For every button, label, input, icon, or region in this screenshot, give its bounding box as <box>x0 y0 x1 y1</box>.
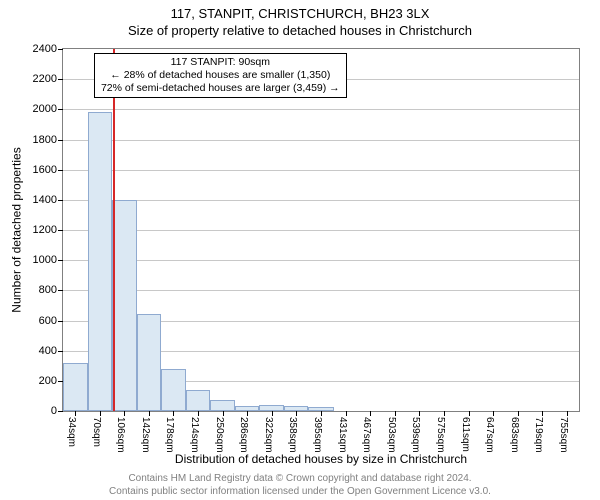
x-tick <box>149 411 150 416</box>
x-tick <box>272 411 273 416</box>
histogram-bar <box>88 112 113 411</box>
x-tick <box>444 411 445 416</box>
histogram-bar <box>137 314 162 411</box>
y-tick-label: 1800 <box>33 134 57 146</box>
histogram-plot: 117 STANPIT: 90sqm ← 28% of detached hou… <box>62 48 580 412</box>
x-tick <box>493 411 494 416</box>
y-tick-label: 2000 <box>33 103 57 115</box>
legend-line1: 117 STANPIT: 90sqm <box>101 56 340 69</box>
x-tick <box>100 411 101 416</box>
gridline <box>63 140 579 141</box>
x-tick-label: 106sqm <box>115 417 126 453</box>
x-tick-label: 286sqm <box>238 417 249 453</box>
x-tick-label: 647sqm <box>484 417 495 453</box>
y-tick <box>58 170 63 171</box>
legend-line2: ← 28% of detached houses are smaller (1,… <box>101 69 340 82</box>
gridline <box>63 109 579 110</box>
x-tick <box>247 411 248 416</box>
x-tick-label: 395sqm <box>312 417 323 453</box>
x-tick-label: 142sqm <box>140 417 151 453</box>
legend-line3: 72% of semi-detached houses are larger (… <box>101 82 340 95</box>
gridline <box>63 230 579 231</box>
y-tick-label: 1200 <box>33 224 57 236</box>
footer-line2: Contains public sector information licen… <box>0 486 600 499</box>
gridline <box>63 170 579 171</box>
x-tick <box>296 411 297 416</box>
x-tick-label: 719sqm <box>533 417 544 453</box>
x-tick-label: 178sqm <box>164 417 175 453</box>
x-tick <box>223 411 224 416</box>
x-tick-label: 575sqm <box>435 417 446 453</box>
x-tick <box>75 411 76 416</box>
histogram-bar <box>63 363 88 411</box>
gridline <box>63 200 579 201</box>
y-tick-label: 1600 <box>33 164 57 176</box>
y-tick-label: 600 <box>39 315 57 327</box>
gridline <box>63 260 579 261</box>
y-axis-title-container: Number of detached properties <box>10 48 24 412</box>
y-tick <box>58 230 63 231</box>
y-axis-title: Number of detached properties <box>10 147 24 312</box>
y-tick-label: 200 <box>39 375 57 387</box>
x-tick <box>321 411 322 416</box>
histogram-bar <box>186 390 211 411</box>
x-tick-label: 611sqm <box>460 417 471 452</box>
x-tick <box>469 411 470 416</box>
y-tick-label: 2200 <box>33 73 57 85</box>
y-tick <box>58 200 63 201</box>
property-marker-line <box>113 49 115 411</box>
histogram-bar <box>112 200 137 411</box>
x-tick-label: 70sqm <box>91 417 102 447</box>
x-axis-title: Distribution of detached houses by size … <box>62 452 580 466</box>
y-tick-label: 1400 <box>33 194 57 206</box>
y-tick-label: 2400 <box>33 43 57 55</box>
histogram-bar <box>161 369 186 411</box>
y-tick-label: 800 <box>39 284 57 296</box>
x-tick <box>518 411 519 416</box>
x-tick <box>370 411 371 416</box>
x-tick-label: 34sqm <box>66 417 77 447</box>
address-title: 117, STANPIT, CHRISTCHURCH, BH23 3LX <box>0 0 600 21</box>
gridline <box>63 290 579 291</box>
y-tick <box>58 109 63 110</box>
histogram-bar <box>210 400 235 411</box>
footer-attribution: Contains HM Land Registry data © Crown c… <box>0 473 600 498</box>
x-tick-label: 755sqm <box>558 417 569 453</box>
x-tick-label: 214sqm <box>189 417 200 453</box>
y-tick <box>58 351 63 352</box>
x-tick <box>395 411 396 416</box>
x-tick-label: 503sqm <box>386 417 397 453</box>
y-tick-label: 400 <box>39 345 57 357</box>
y-tick <box>58 321 63 322</box>
y-tick <box>58 140 63 141</box>
x-tick-label: 358sqm <box>287 417 298 453</box>
y-tick <box>58 260 63 261</box>
y-tick <box>58 290 63 291</box>
y-tick <box>58 49 63 50</box>
x-tick <box>198 411 199 416</box>
x-tick <box>173 411 174 416</box>
x-tick <box>124 411 125 416</box>
x-tick <box>567 411 568 416</box>
footer-line1: Contains HM Land Registry data © Crown c… <box>0 473 600 486</box>
y-tick-label: 0 <box>51 405 57 417</box>
y-tick <box>58 411 63 412</box>
x-tick-label: 467sqm <box>361 417 372 453</box>
y-tick <box>58 79 63 80</box>
x-tick-label: 539sqm <box>410 417 421 453</box>
chart-title: Size of property relative to detached ho… <box>0 21 600 40</box>
x-tick-label: 322sqm <box>263 417 274 453</box>
x-tick-label: 683sqm <box>509 417 520 453</box>
x-tick-label: 250sqm <box>214 417 225 453</box>
x-tick <box>346 411 347 416</box>
legend-box: 117 STANPIT: 90sqm ← 28% of detached hou… <box>94 53 347 98</box>
x-tick <box>542 411 543 416</box>
x-tick <box>419 411 420 416</box>
y-tick-label: 1000 <box>33 254 57 266</box>
x-tick-label: 431sqm <box>337 417 348 453</box>
